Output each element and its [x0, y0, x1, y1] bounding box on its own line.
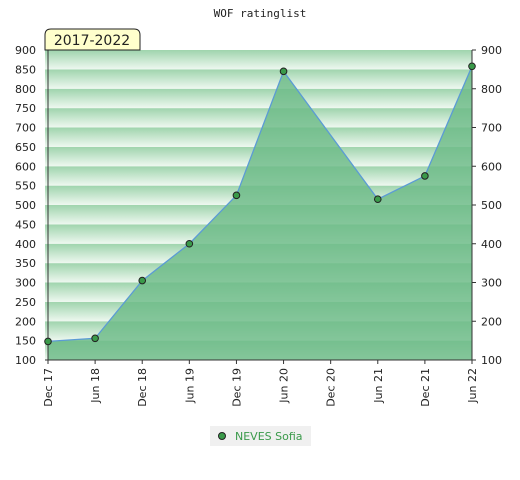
y-tick-label-right: 900 [481, 44, 502, 57]
data-point [138, 276, 147, 285]
y-tick-label-left: 400 [15, 238, 36, 251]
x-tick-label: Dec 19 [230, 368, 243, 407]
y-tick-label-right: 600 [481, 160, 502, 173]
y-tick-label-left: 800 [15, 83, 36, 96]
legend-marker [218, 432, 226, 440]
y-tick-label-left: 250 [15, 296, 36, 309]
y-tick-label-left: 500 [15, 199, 36, 212]
y-tick-label-left: 900 [15, 44, 36, 57]
x-tick-label: Jun 22 [466, 368, 479, 404]
legend-label: NEVES Sofia [235, 430, 303, 443]
x-tick-label: Jun 19 [183, 368, 196, 404]
data-point [232, 191, 241, 200]
legend: NEVES Sofia [210, 426, 311, 446]
left-tick-labels: 100 150 200 250 300 350 400 450 500 550 600 650 700 7… [15, 44, 36, 367]
x-tick-label: Jun 20 [278, 368, 291, 404]
y-tick-label-right: 400 [481, 238, 502, 251]
period-badge-box [44, 28, 141, 51]
y-tick-label-left: 150 [15, 335, 36, 348]
y-tick-label-left: 450 [15, 218, 36, 231]
y-tick-label-left: 750 [15, 102, 36, 115]
x-tick-label: Jun 21 [372, 368, 385, 404]
x-tick-label: Dec 20 [325, 368, 338, 407]
data-point [468, 62, 476, 71]
y-tick-label-right: 300 [481, 277, 502, 290]
series-area [48, 66, 472, 361]
y-tick-label-right: 500 [481, 199, 502, 212]
y-tick-label-left: 700 [15, 122, 36, 135]
y-tick-label-left: 350 [15, 257, 36, 270]
data-point [421, 172, 429, 180]
y-tick-label-right: 200 [481, 315, 502, 328]
y-tick-label-left: 850 [15, 63, 36, 76]
y-tick-label-right: 100 [481, 354, 502, 367]
background-band [45, 88, 472, 109]
marker-layer [44, 62, 476, 346]
x-tick-label: Dec 17 [42, 368, 55, 407]
y-tick-label-left: 300 [15, 277, 36, 290]
data-point [91, 334, 99, 343]
y-tick-label-left: 100 [15, 354, 36, 367]
x-tick-label: Dec 18 [136, 368, 149, 407]
data-point [279, 67, 288, 76]
background-band [45, 50, 472, 70]
right-tick-labels: 100 200 300 400 500 600 700 800 900 [472, 44, 502, 367]
period-badge: 2017-2022 [44, 28, 141, 51]
data-point [373, 195, 382, 203]
period-label: 2017-2022 [54, 33, 130, 49]
y-tick-label-left: 550 [15, 180, 36, 193]
background-band [45, 108, 472, 128]
y-tick-label-right: 700 [481, 122, 502, 135]
chart-title: WOF ratinglist [214, 7, 307, 20]
data-point [44, 337, 52, 346]
y-tick-label-left: 650 [15, 141, 36, 154]
y-tick-label-left: 200 [15, 315, 36, 328]
x-tick-label: Dec 21 [419, 368, 432, 407]
legend-box [210, 426, 311, 446]
y-tick-label-left: 600 [15, 160, 36, 173]
axis-layer [45, 50, 475, 364]
x-tick-labels: Dec 17 Jun 18 Dec 18 Jun 19 Dec 19 Jun 20 Dec … [42, 360, 479, 407]
y-tick-label-right: 800 [481, 83, 502, 96]
background-band [45, 69, 472, 89]
data-point [185, 239, 194, 248]
x-tick-label: Jun 18 [89, 368, 102, 404]
